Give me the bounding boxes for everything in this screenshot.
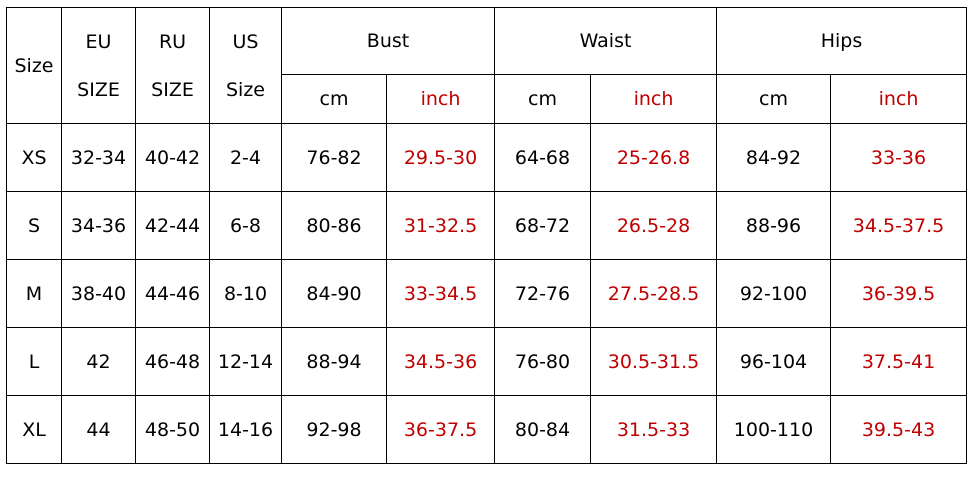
cell-hips-cm: 88-96 — [716, 191, 831, 260]
cell-ru-size: 48-50 — [135, 395, 210, 464]
cell-hips-inch: 37.5-41 — [830, 327, 967, 396]
cell-hips-cm: 100-110 — [716, 395, 831, 464]
cell-waist-cm: 64-68 — [494, 123, 591, 192]
cell-us-size: 2-4 — [209, 123, 282, 192]
cell-hips-inch: 39.5-43 — [830, 395, 967, 464]
cell-eu-size: 38-40 — [61, 259, 136, 328]
cell-waist-inch: 26.5-28 — [590, 191, 717, 260]
header-row: Size EU SIZE RU SIZE US Size Bust Waist Hip… — [6, 7, 967, 124]
header-eu-size: EU SIZE — [61, 7, 136, 124]
cell-hips-cm: 92-100 — [716, 259, 831, 328]
cell-bust-inch: 36-37.5 — [386, 395, 495, 464]
unit-cm: cm — [281, 74, 387, 124]
cell-us-size: 8-10 — [209, 259, 282, 328]
cell-hips-cm: 96-104 — [716, 327, 831, 396]
table-row: M 38-40 44-46 8-10 84-90 33-34.5 72-76 27.5-28.… — [6, 259, 967, 328]
table-row: L 42 46-48 12-14 88-94 34.5-36 76-80 30.5-31.5 9… — [6, 327, 967, 396]
cell-eu-size: 42 — [61, 327, 136, 396]
cell-bust-cm: 84-90 — [281, 259, 387, 328]
cell-bust-cm: 92-98 — [281, 395, 387, 464]
cell-waist-inch: 27.5-28.5 — [590, 259, 717, 328]
cell-bust-cm: 88-94 — [281, 327, 387, 396]
unit-inch: inch — [386, 74, 495, 124]
cell-size: XS — [6, 123, 62, 192]
cell-bust-cm: 76-82 — [281, 123, 387, 192]
cell-us-size: 14-16 — [209, 395, 282, 464]
unit-cm: cm — [494, 74, 591, 124]
cell-hips-cm: 84-92 — [716, 123, 831, 192]
cell-bust-inch: 33-34.5 — [386, 259, 495, 328]
header-hips: Hips — [716, 7, 967, 75]
cell-ru-size: 40-42 — [135, 123, 210, 192]
cell-bust-inch: 34.5-36 — [386, 327, 495, 396]
cell-waist-cm: 68-72 — [494, 191, 591, 260]
cell-size: S — [6, 191, 62, 260]
table-row: XS 32-34 40-42 2-4 76-82 29.5-30 64-68 25-26.8 8… — [6, 123, 967, 192]
header-us-size: US Size — [209, 7, 282, 124]
header-size: Size — [6, 7, 62, 124]
cell-waist-inch: 30.5-31.5 — [590, 327, 717, 396]
cell-waist-inch: 25-26.8 — [590, 123, 717, 192]
cell-hips-inch: 34.5-37.5 — [830, 191, 967, 260]
header-waist: Waist — [494, 7, 717, 75]
cell-waist-cm: 72-76 — [494, 259, 591, 328]
cell-size: M — [6, 259, 62, 328]
cell-waist-inch: 31.5-33 — [590, 395, 717, 464]
size-chart-table: Size EU SIZE RU SIZE US Size Bust Waist Hip… — [6, 7, 967, 464]
cell-us-size: 12-14 — [209, 327, 282, 396]
unit-cm: cm — [716, 74, 831, 124]
cell-eu-size: 44 — [61, 395, 136, 464]
cell-hips-inch: 33-36 — [830, 123, 967, 192]
cell-hips-inch: 36-39.5 — [830, 259, 967, 328]
cell-size: L — [6, 327, 62, 396]
cell-ru-size: 42-44 — [135, 191, 210, 260]
cell-waist-cm: 76-80 — [494, 327, 591, 396]
header-bust: Bust — [281, 7, 495, 75]
cell-eu-size: 32-34 — [61, 123, 136, 192]
header-ru-size: RU SIZE — [135, 7, 210, 124]
cell-ru-size: 46-48 — [135, 327, 210, 396]
cell-us-size: 6-8 — [209, 191, 282, 260]
cell-bust-cm: 80-86 — [281, 191, 387, 260]
table-row: XL 44 48-50 14-16 92-98 36-37.5 80-84 31.5-33 10… — [6, 395, 967, 464]
unit-inch: inch — [830, 74, 967, 124]
table-row: S 34-36 42-44 6-8 80-86 31-32.5 68-72 26.5-28 88… — [6, 191, 967, 260]
unit-inch: inch — [590, 74, 717, 124]
cell-size: XL — [6, 395, 62, 464]
cell-waist-cm: 80-84 — [494, 395, 591, 464]
cell-ru-size: 44-46 — [135, 259, 210, 328]
cell-eu-size: 34-36 — [61, 191, 136, 260]
cell-bust-inch: 29.5-30 — [386, 123, 495, 192]
unit-row: cm inch cm inch cm inch — [7, 74, 967, 124]
cell-bust-inch: 31-32.5 — [386, 191, 495, 260]
